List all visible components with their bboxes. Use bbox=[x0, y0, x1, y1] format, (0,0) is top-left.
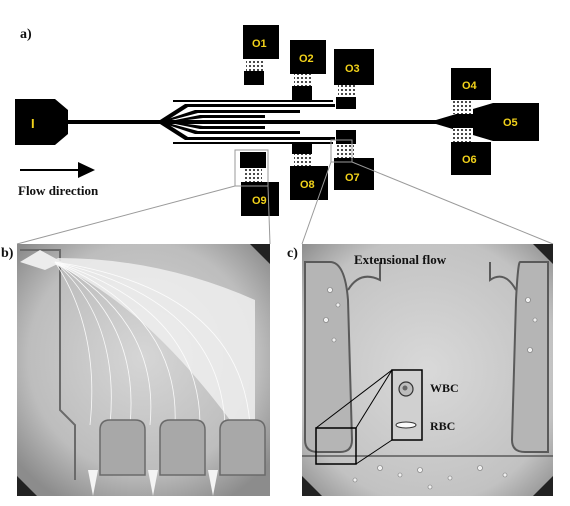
wbc-label: WBC bbox=[430, 381, 459, 395]
outlet-o4-label: O4 bbox=[462, 80, 478, 92]
outlet-o7-pillars bbox=[336, 144, 354, 158]
inset-zoom-box bbox=[392, 370, 422, 440]
outlet-o1-label: O1 bbox=[252, 38, 267, 50]
outlet-o1-pillars bbox=[246, 59, 264, 71]
main-channel bbox=[66, 120, 436, 124]
rbc-label: RBC bbox=[430, 419, 455, 433]
outlet-o3-label: O3 bbox=[345, 63, 360, 75]
outlet-o2-pillars bbox=[294, 74, 312, 86]
lower-branches bbox=[160, 122, 335, 144]
outlet-o8-label: O8 bbox=[300, 179, 315, 191]
panel-c: c) bbox=[287, 244, 553, 496]
outlet-o7-label: O7 bbox=[345, 172, 360, 184]
outlet-arches bbox=[100, 420, 265, 475]
panel-a-label: a) bbox=[20, 27, 32, 42]
flow-direction-label: Flow direction bbox=[18, 183, 99, 198]
extensional-flow-label: Extensional flow bbox=[354, 252, 447, 267]
panel-c-label: c) bbox=[287, 246, 298, 261]
rbc-cell bbox=[396, 422, 416, 428]
upper-branches bbox=[160, 100, 335, 122]
panel-b: b) bbox=[1, 244, 270, 496]
panel-a: a) I O5 O1 O2 bbox=[15, 25, 539, 216]
outlet-o9-label: O9 bbox=[252, 195, 267, 207]
panel-b-label: b) bbox=[1, 246, 14, 261]
outlet-o2-label: O2 bbox=[299, 53, 314, 65]
pillar-right bbox=[512, 262, 548, 452]
outlet-o5-label: O5 bbox=[503, 117, 518, 129]
outlet-o4-pillars bbox=[453, 100, 473, 114]
outlet-o3-pillars bbox=[338, 85, 356, 97]
outlet-o9-pillars bbox=[244, 168, 262, 182]
outlet-o6-pillars bbox=[453, 128, 473, 142]
flow-arrow-head bbox=[78, 162, 95, 178]
inlet-label: I bbox=[31, 116, 35, 131]
outlet-o8-pillars bbox=[294, 154, 312, 166]
inlet-block bbox=[15, 99, 55, 145]
outlet-o6-label: O6 bbox=[462, 154, 477, 166]
